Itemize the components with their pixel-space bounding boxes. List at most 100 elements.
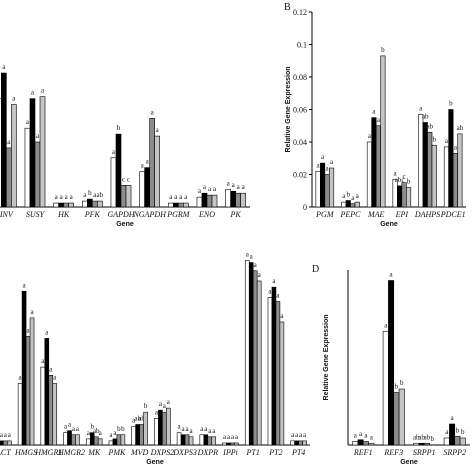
significance-letter: a [223,433,227,441]
bar [199,434,205,446]
y-tick-label: 0.06 [293,106,307,115]
bar [397,185,403,208]
bar [393,392,400,446]
significance-letter: ab [138,415,145,423]
significance-letter: a [19,374,23,382]
significance-letter: a [109,431,113,439]
x-tick-label: PT2 [268,448,282,457]
significance-letter: a [321,153,325,161]
bar [234,442,239,446]
significance-letter: a [45,328,49,336]
bar [354,201,360,208]
significance-letter: a [368,132,372,140]
significance-letter: b [117,124,121,132]
x-tick-label: PEPC [340,210,362,219]
bar [371,117,377,208]
x-tick-label: PDCE1 [440,210,466,219]
significance-letter: a [208,185,212,193]
bar [452,153,458,208]
x-tick-label: HMGR2 [57,448,85,457]
significance-letter: b [449,100,453,108]
bar [7,440,12,446]
bar [320,162,326,208]
significance-letter: a [235,433,239,441]
significance-letter: a [0,431,4,439]
significance-letter: a [254,261,258,269]
bar [158,409,163,446]
significance-letter: a [93,191,97,199]
significance-letter: a [237,183,241,191]
bar [235,192,241,208]
bar [382,330,389,446]
bar [230,190,236,208]
bar [11,104,17,208]
bar [388,280,395,446]
significance-letter: a [8,431,12,439]
bar [52,383,58,446]
significance-letter: a [112,148,116,156]
significance-letter: a [174,193,178,201]
significance-letter: b [407,178,411,186]
significance-letter: ab [97,191,104,199]
x-tick-label: PMK [107,448,126,457]
significance-letter: a [179,193,183,201]
bar [29,317,35,446]
y-tick-label: 0.08 [293,73,307,82]
bar [40,366,46,446]
bar [196,196,203,208]
significance-letter: ab [424,433,431,441]
x-tick-label: PGM [315,210,335,219]
significance-letter: a [141,162,145,170]
significance-letter: a [317,161,321,169]
significance-letter: a [30,308,34,316]
x-tick-label: MVD [130,448,149,457]
x-tick-label: PT4 [291,448,305,457]
bar [418,114,424,208]
bar [406,187,412,208]
bar [211,194,218,208]
significance-letter: a [342,192,346,200]
significance-letter: a [72,425,76,433]
bar [173,202,179,208]
bar [448,109,454,208]
significance-letter: a [451,414,455,422]
bar [82,200,88,208]
significance-letter: c [403,173,406,181]
significance-letter: a [204,425,208,433]
bar [97,200,103,208]
bar [401,182,407,208]
bar [418,442,425,446]
significance-letter: a [7,138,11,146]
y-tick-label: 0.1 [297,41,307,50]
significance-letter: a [26,118,30,126]
bar [357,439,364,446]
x-tick-label: NGAPDH [132,210,167,219]
bar [131,426,136,446]
significance-letter: a [182,425,186,433]
significance-letter: a [330,158,334,166]
bar [168,202,174,208]
significance-letter: a [49,365,53,373]
significance-letter: a [2,63,6,71]
bar [427,131,433,208]
significance-letter: a [27,326,31,334]
x-axis-label: Gene [146,459,164,466]
y-tick-label: 0.04 [293,138,307,147]
significance-letter: a [295,431,299,439]
significance-letter: a [70,193,74,201]
significance-letter: b [461,428,465,436]
y-axis-label: Relative Gene Expression [323,315,330,401]
bar [222,442,227,446]
bar [0,440,4,446]
significance-letter: a [99,429,103,437]
significance-letter: a [359,430,363,438]
y-tick-label: 0.02 [293,171,307,180]
bar [252,270,258,446]
significance-letter: b [456,426,460,434]
significance-letter: a [169,193,173,201]
bar [139,171,145,208]
significance-letter: a [186,425,190,433]
bar [180,434,186,446]
x-tick-label: REF3 [383,448,403,457]
significance-letter: a [53,374,57,382]
